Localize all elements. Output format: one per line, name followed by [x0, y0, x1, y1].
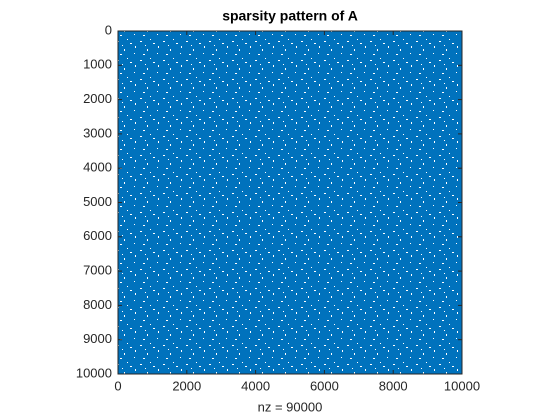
y-tick-label: 3000	[83, 125, 112, 140]
y-tick-label: 10000	[76, 365, 112, 380]
x-tick-label: 8000	[379, 378, 408, 393]
y-tick-label: 7000	[83, 263, 112, 278]
x-tick-label: 4000	[241, 378, 270, 393]
chart-title: sparsity pattern of A	[222, 8, 358, 24]
x-axis-label: nz = 90000	[258, 399, 323, 414]
matrix-speckle	[118, 31, 462, 374]
x-tick-label: 2000	[172, 378, 201, 393]
y-tick-label: 5000	[83, 194, 112, 209]
y-tick-label: 1000	[83, 57, 112, 72]
y-tick-label: 6000	[83, 228, 112, 243]
x-tick-label: 10000	[444, 378, 480, 393]
y-tick-label: 0	[105, 22, 112, 37]
y-tick-label: 4000	[83, 160, 112, 175]
x-tick-label: 6000	[310, 378, 339, 393]
y-tick-label: 8000	[83, 297, 112, 312]
y-tick-label: 2000	[83, 91, 112, 106]
y-tick-label: 9000	[83, 331, 112, 346]
x-tick-label: 0	[114, 378, 121, 393]
